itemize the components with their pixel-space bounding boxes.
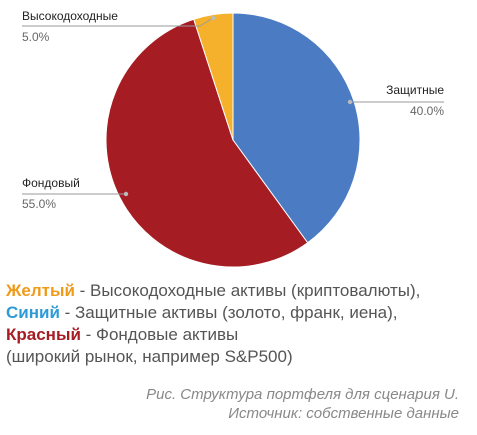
legend-keyword-blue: Синий xyxy=(6,303,60,322)
figure-caption: Рис. Структура портфеля для сценария U. … xyxy=(146,385,459,423)
slice-label-3: Высокодоходные xyxy=(22,9,118,23)
slice-value-3: 5.0% xyxy=(22,30,50,44)
caption-title: Рис. Структура портфеля для сценария U. xyxy=(146,386,459,403)
caption-source: Источник: собственные данные xyxy=(228,405,459,422)
leader-line-3 xyxy=(22,17,214,27)
slice-value-2: 55.0% xyxy=(22,197,56,211)
leader-dot-1 xyxy=(347,99,353,105)
legend-keyword-red: Красный xyxy=(6,325,81,344)
legend-item-red-continued: (широкий рынок, например S&P500) xyxy=(6,347,293,366)
pie-slice-3 xyxy=(193,12,234,141)
pie-slice-1 xyxy=(232,12,361,244)
legend-item-yellow: Желтый - Высокодоходные активы (криптова… xyxy=(6,280,472,302)
legend-keyword-yellow: Желтый xyxy=(6,281,75,300)
slice-value-1: 40.0% xyxy=(410,104,444,118)
leader-dot-2 xyxy=(123,191,129,197)
legend-text-blue: - Защитные активы (золото, франк, иена), xyxy=(59,303,398,322)
pie-chart: Защитные 40.0% Фондовый 55.0% Высокодоходные… xyxy=(22,9,444,268)
slice-label-2: Фондовый xyxy=(22,176,80,190)
leader-dot-3 xyxy=(210,15,216,21)
legend-text-yellow: - Высокодоходные активы (криптовалюты), xyxy=(74,281,421,300)
legend: Желтый - Высокодоходные активы (криптова… xyxy=(6,280,472,368)
legend-item-blue: Синий - Защитные активы (золото, франк, … xyxy=(6,302,472,324)
slice-label-1: Защитные xyxy=(386,83,444,97)
pie-slice-2 xyxy=(105,18,309,268)
legend-text-red: - Фондовые активы xyxy=(80,325,239,344)
legend-item-red: Красный - Фондовые активы xyxy=(6,324,472,346)
